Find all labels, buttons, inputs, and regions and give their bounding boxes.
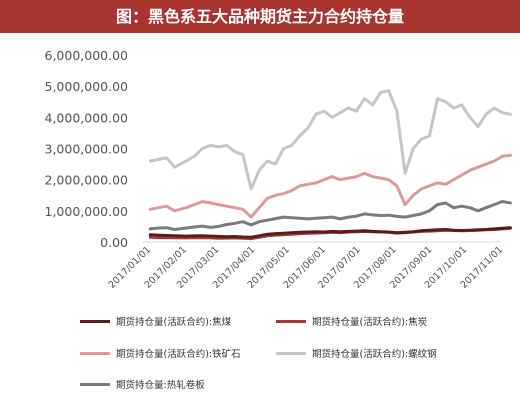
y-tick-label: 0.00 xyxy=(100,235,128,250)
legend-item: 期货持仓量(活跃合约):焦煤 xyxy=(80,314,231,328)
title-bar: 图：黑色系五大品种期货主力合约持仓量 xyxy=(0,0,520,33)
legend-swatch xyxy=(80,320,110,323)
series-line-0 xyxy=(148,226,512,239)
series-line-3 xyxy=(148,89,512,191)
legend-item: 期货持仓量(活跃合约):螺纹钢 xyxy=(276,346,437,360)
y-tick-label: 3,000,000.00 xyxy=(45,142,129,157)
legend-item: 期货持仓量:热轧卷板 xyxy=(80,377,205,391)
y-tick-label: 6,000,000.00 xyxy=(45,48,129,63)
legend-item: 期货持仓量(活跃合约):铁矿石 xyxy=(80,346,241,360)
x-axis-ticks: 2017/01/012017/02/012017/03/012017/04/01… xyxy=(107,244,506,291)
legend-label: 期货持仓量(活跃合约):焦煤 xyxy=(116,317,232,328)
legend-swatch xyxy=(276,352,306,355)
chart-title: 图：黑色系五大品种期货主力合约持仓量 xyxy=(115,7,404,26)
y-tick-label: 1,000,000.00 xyxy=(45,204,129,219)
legend-swatch xyxy=(276,320,306,323)
legend-label: 期货持仓量(活跃合约):螺纹钢 xyxy=(312,349,437,360)
legend-label: 期货持仓量(活跃合约):铁矿石 xyxy=(116,349,241,360)
legend-swatch xyxy=(80,383,110,386)
series-line-4 xyxy=(148,200,512,231)
series-layer xyxy=(148,89,512,241)
legend-label: 期货持仓量(活跃合约):焦炭 xyxy=(312,317,428,328)
series-line-2 xyxy=(148,153,512,219)
legend-label: 期货持仓量:热轧卷板 xyxy=(116,380,205,391)
line-chart: 0.00 1,000,000.00 2,000,000.00 3,000,000.00… xyxy=(45,48,512,291)
y-tick-label: 5,000,000.00 xyxy=(45,79,129,94)
y-tick-label: 2,000,000.00 xyxy=(45,173,129,188)
y-axis-ticks: 0.00 1,000,000.00 2,000,000.00 3,000,000.00… xyxy=(45,48,500,250)
legend-swatch xyxy=(80,352,110,355)
y-tick-label: 4,000,000.00 xyxy=(45,110,129,125)
legend-item: 期货持仓量(活跃合约):焦炭 xyxy=(276,314,427,328)
